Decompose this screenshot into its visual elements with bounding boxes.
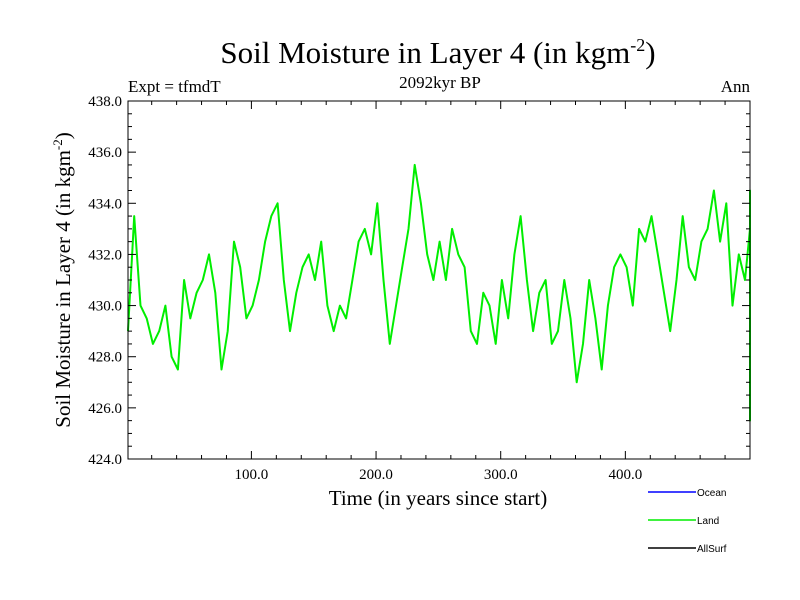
x-axis: 100.0 200.0 300.0 400.0 bbox=[151, 101, 726, 483]
x-axis-label: Time (in years since start) bbox=[329, 486, 548, 510]
plot-frame bbox=[127, 100, 751, 460]
season-label: Ann bbox=[721, 77, 751, 96]
series-line-land bbox=[127, 163, 751, 422]
x-tick-label: 300.0 bbox=[484, 467, 518, 483]
legend-label-ocean: Ocean bbox=[697, 488, 726, 499]
y-axis-label: Soil Moisture in Layer 4 (in kgm-2) bbox=[50, 132, 75, 427]
y-tick-label: 430.0 bbox=[88, 299, 122, 315]
y-tick-label: 436.0 bbox=[88, 145, 122, 161]
y-tick-label: 428.0 bbox=[88, 350, 122, 366]
x-tick-label: 400.0 bbox=[608, 467, 642, 483]
y-tick-label: 424.0 bbox=[88, 452, 122, 468]
legend-label-land: Land bbox=[697, 516, 719, 527]
x-tick-label: 100.0 bbox=[235, 467, 269, 483]
y-tick-label: 434.0 bbox=[88, 196, 122, 212]
experiment-label: Expt = tfmdT bbox=[128, 77, 221, 96]
y-tick-label: 438.0 bbox=[88, 94, 122, 110]
chart-title: Soil Moisture in Layer 4 (in kgm-2) bbox=[220, 35, 655, 70]
chart-subtitle: 2092kyr BP bbox=[399, 73, 481, 92]
legend: Ocean Land AllSurf bbox=[648, 488, 727, 555]
x-tick-label: 200.0 bbox=[359, 467, 393, 483]
y-tick-label: 426.0 bbox=[88, 401, 122, 417]
y-axis: 424.0 426.0 428.0 430.0 432.0 434.0 436.0 438.0 bbox=[88, 94, 750, 468]
y-tick-label: 432.0 bbox=[88, 247, 122, 263]
legend-label-allsurf: AllSurf bbox=[697, 544, 727, 555]
